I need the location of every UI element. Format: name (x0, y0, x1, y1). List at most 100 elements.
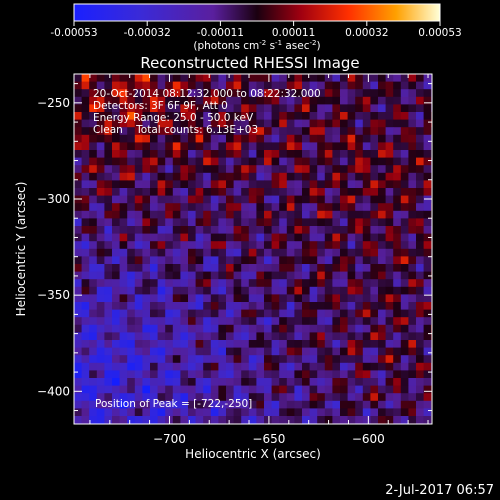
heatmap-cell (112, 165, 120, 174)
heatmap-cell (340, 256, 348, 265)
heatmap-cell (256, 195, 265, 204)
heatmap-cell (264, 210, 272, 219)
heatmap-cell (347, 294, 356, 303)
heatmap-cell (180, 150, 189, 158)
heatmap-cell (370, 385, 379, 394)
heatmap-cell (226, 89, 234, 98)
heatmap-cell (340, 317, 348, 326)
heatmap-cell (264, 324, 272, 333)
heatmap-cell (119, 134, 128, 143)
heatmap-cell (370, 134, 379, 143)
heatmap-cell (302, 309, 310, 318)
heatmap-cell (127, 104, 136, 113)
heatmap-cell (332, 226, 341, 234)
heatmap-cell (96, 317, 105, 326)
heatmap-cell (150, 302, 158, 310)
heatmap-cell (150, 165, 158, 174)
heatmap-cell (256, 127, 265, 136)
heatmap-cell (347, 324, 356, 333)
heatmap-cell (81, 134, 90, 143)
heatmap-cell (248, 271, 257, 280)
heatmap-cell (393, 180, 402, 189)
heatmap-cell (241, 165, 250, 174)
heatmap-cell (340, 241, 348, 250)
x-tick-label: −650 (252, 432, 285, 446)
heatmap-cell (74, 165, 82, 174)
heatmap-cell (210, 150, 219, 158)
heatmap-cell (378, 309, 386, 318)
heatmap-cell (203, 218, 212, 227)
heatmap-cell (188, 271, 196, 280)
heatmap-cell (172, 279, 181, 288)
heatmap-cell (226, 324, 234, 333)
heatmap-cell (226, 347, 234, 356)
heatmap-cell (347, 408, 356, 417)
heatmap-cell (188, 74, 196, 82)
heatmap-cell (385, 142, 394, 151)
heatmap-cell (119, 248, 128, 257)
heatmap-cell (119, 362, 128, 371)
heatmap-cell (180, 378, 189, 386)
heatmap-cell (218, 241, 227, 250)
heatmap-cell (324, 370, 333, 379)
heatmap-cell (324, 340, 333, 348)
heatmap-cell (142, 119, 151, 128)
heatmap-cell (226, 195, 234, 204)
heatmap-cell (226, 165, 234, 174)
heatmap-cell (309, 226, 318, 234)
heatmap-cell (218, 142, 227, 151)
heatmap-cell (218, 150, 227, 158)
heatmap-cell (355, 332, 364, 341)
heatmap-cell (416, 172, 424, 181)
heatmap-cell (347, 332, 356, 341)
heatmap-cell (332, 423, 341, 424)
heatmap-cell (256, 248, 265, 257)
heatmap-cell (74, 423, 82, 424)
heatmap-cell (119, 119, 128, 128)
heatmap-cell (127, 416, 136, 424)
heatmap-cell (119, 332, 128, 341)
heatmap-cell (370, 393, 379, 402)
heatmap-cell (165, 294, 174, 303)
heatmap-cell (423, 271, 432, 280)
heatmap-cell (309, 119, 318, 128)
heatmap-cell (302, 233, 310, 242)
heatmap-cell (142, 233, 151, 242)
heatmap-cell (271, 393, 280, 402)
heatmap-cell (286, 271, 295, 280)
heatmap-cell (286, 332, 295, 341)
heatmap-cell (294, 393, 303, 402)
heatmap-cell (180, 347, 189, 356)
heatmap-cell (393, 423, 402, 424)
heatmap-cell (119, 233, 128, 242)
heatmap-cell (226, 127, 234, 136)
heatmap-cell (203, 89, 212, 98)
heatmap-cell (279, 104, 288, 113)
heatmap-cell (378, 279, 386, 288)
heatmap-cell (332, 347, 341, 356)
heatmap-cell (423, 324, 432, 333)
heatmap-cell (279, 248, 288, 257)
heatmap-cell (362, 96, 371, 105)
heatmap-cell (74, 195, 82, 204)
heatmap-cell (378, 256, 386, 265)
heatmap-cell (264, 385, 272, 394)
heatmap-cell (302, 142, 310, 151)
heatmap-cell (188, 127, 196, 136)
heatmap-cell (271, 271, 280, 280)
heatmap-cell (188, 264, 196, 272)
heatmap-cell (378, 324, 386, 333)
heatmap-cell (408, 150, 417, 158)
heatmap-cell (400, 393, 409, 402)
annotation-detectors: Detectors: 3F 6F 9F, Att 0 (93, 100, 228, 112)
heatmap-cell (362, 89, 371, 98)
heatmap-cell (324, 385, 333, 394)
heatmap-cell (241, 378, 250, 386)
heatmap-cell (226, 134, 234, 143)
heatmap-cell (210, 256, 219, 265)
heatmap-cell (408, 104, 417, 113)
heatmap-cell (408, 378, 417, 386)
footer-timestamp: 2-Jul-2017 06:57 (385, 483, 494, 498)
heatmap-cell (233, 248, 242, 257)
heatmap-cell (218, 408, 227, 417)
